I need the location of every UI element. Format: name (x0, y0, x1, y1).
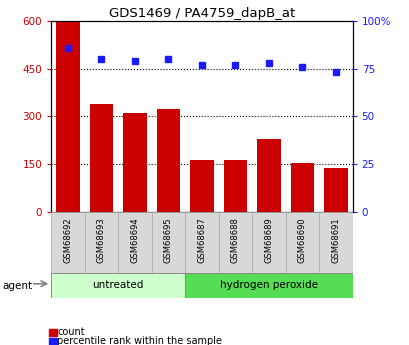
Bar (218, 212, 252, 273)
Text: GSM68695: GSM68695 (164, 217, 173, 263)
Bar (85, 212, 118, 273)
Bar (56, 22, 79, 212)
Bar (290, 163, 313, 212)
Bar (185, 273, 352, 298)
Bar (190, 160, 213, 212)
Bar (51, 273, 185, 298)
Text: GSM68693: GSM68693 (97, 217, 106, 263)
Bar (118, 212, 151, 273)
Text: GSM68688: GSM68688 (230, 217, 239, 263)
Bar (123, 113, 146, 212)
Text: GSM68689: GSM68689 (264, 217, 273, 263)
Text: GSM68694: GSM68694 (130, 217, 139, 263)
Text: hydrogen peroxide: hydrogen peroxide (219, 280, 317, 290)
Bar (51, 212, 85, 273)
Bar (151, 212, 185, 273)
Bar (256, 139, 280, 212)
Bar (90, 104, 113, 212)
Text: agent: agent (2, 281, 32, 290)
Bar (285, 212, 318, 273)
Text: GSM68690: GSM68690 (297, 217, 306, 263)
Bar (252, 212, 285, 273)
Bar (318, 212, 352, 273)
Text: GSM68687: GSM68687 (197, 217, 206, 263)
Bar (324, 168, 347, 212)
Text: count: count (57, 327, 85, 337)
Title: GDS1469 / PA4759_dapB_at: GDS1469 / PA4759_dapB_at (108, 7, 294, 20)
Bar (156, 109, 180, 212)
Text: GSM68692: GSM68692 (63, 217, 72, 263)
Bar (185, 212, 218, 273)
Bar (223, 160, 247, 212)
Text: GSM68691: GSM68691 (330, 217, 339, 263)
Text: percentile rank within the sample: percentile rank within the sample (57, 336, 222, 345)
Text: untreated: untreated (92, 280, 144, 290)
